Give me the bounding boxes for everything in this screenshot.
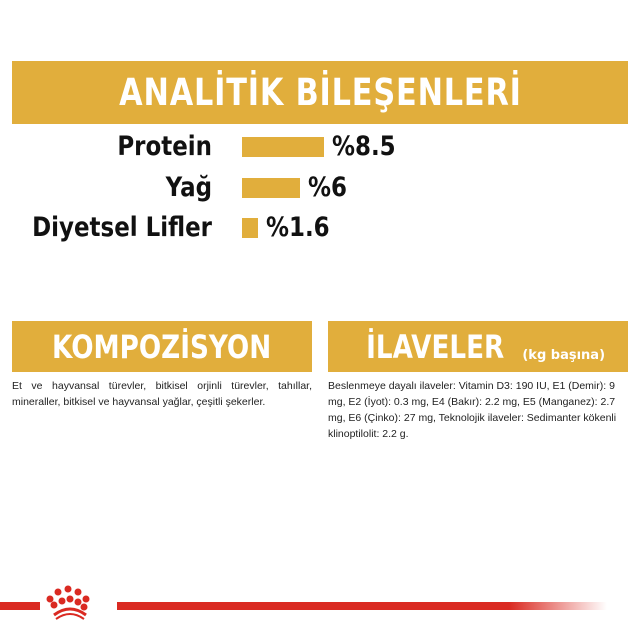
composition-title-banner: KOMPOZİSYON bbox=[12, 321, 312, 372]
analytics-label: Yağ bbox=[165, 172, 212, 203]
analytics-row: Yağ %6 bbox=[0, 172, 640, 203]
analytics-title: ANALİTİK BİLEŞENLERİ bbox=[118, 71, 522, 114]
analytics-value: %6 bbox=[308, 172, 348, 203]
analytics-title-banner: ANALİTİK BİLEŞENLERİ bbox=[12, 61, 628, 124]
analytics-value: %8.5 bbox=[332, 131, 397, 162]
analytics-bar bbox=[242, 137, 325, 157]
analytics-value: %1.6 bbox=[265, 212, 330, 243]
analytics-label: Protein bbox=[117, 131, 212, 162]
composition-title: KOMPOZİSYON bbox=[52, 327, 272, 366]
royal-canin-crown-icon bbox=[46, 585, 90, 620]
analytics-label: Diyetsel Lifler bbox=[32, 212, 213, 243]
footer-line-right bbox=[117, 602, 607, 610]
analytics-bar bbox=[242, 218, 258, 238]
additives-text: Beslenmeye dayalı ilaveler: Vitamin D3: … bbox=[328, 380, 617, 440]
additives-title-banner: İLAVELER (kg başına) bbox=[328, 321, 628, 372]
analytics-bar bbox=[242, 178, 301, 198]
additives-title: İLAVELER bbox=[366, 327, 505, 366]
analytics-row: Protein %8.5 bbox=[0, 131, 640, 162]
analytics-row: Diyetsel Lifler %1.6 bbox=[0, 212, 640, 243]
composition-text: Et ve hayvansal türevler, bitkisel orjin… bbox=[12, 380, 312, 408]
footer-line-left bbox=[0, 602, 40, 610]
additives-subtitle: (kg başına) bbox=[522, 348, 606, 363]
